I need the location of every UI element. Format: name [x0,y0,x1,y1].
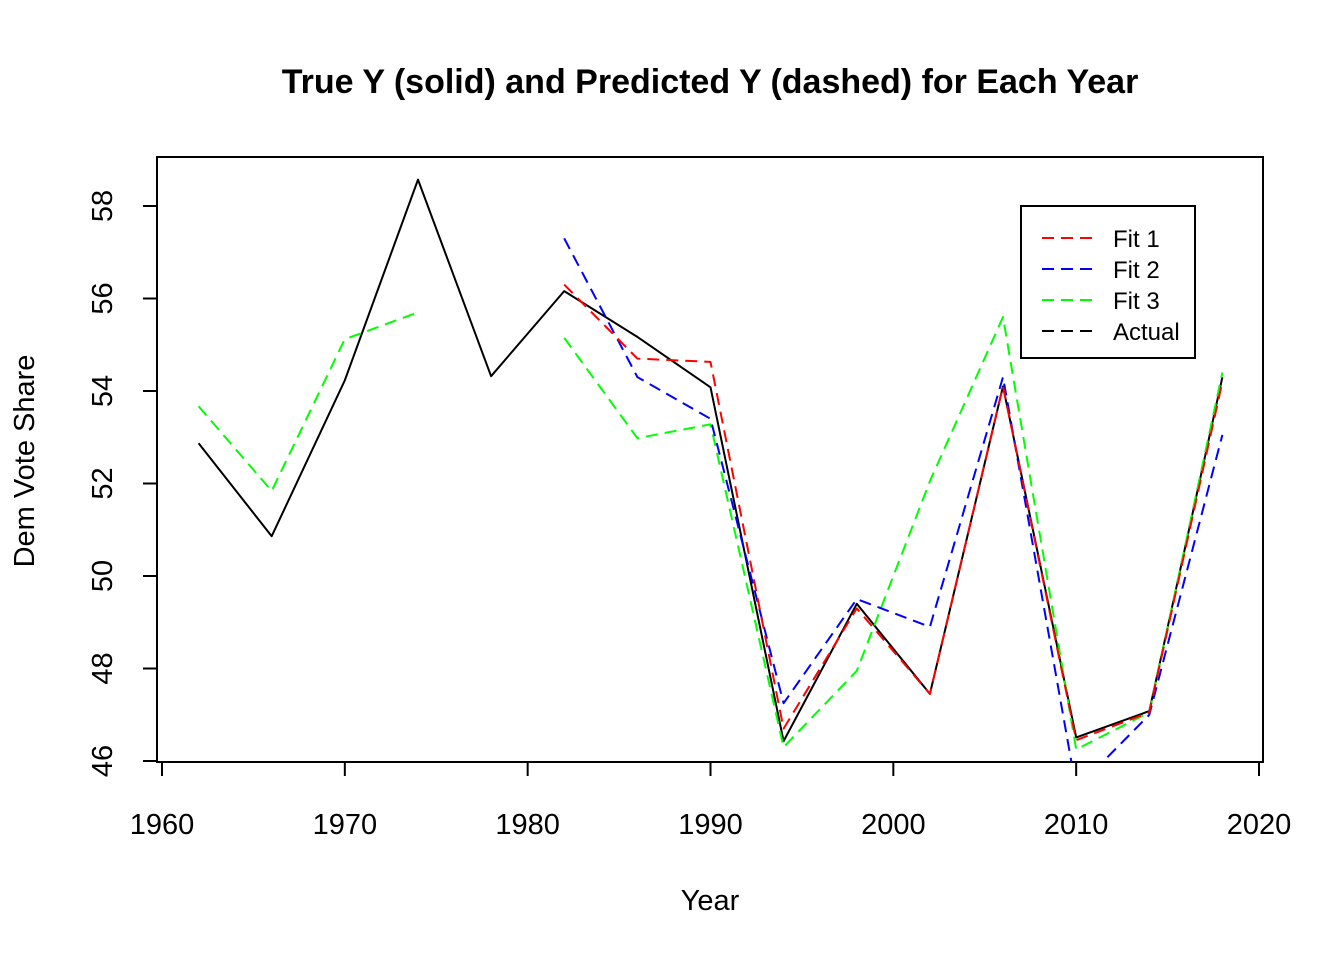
legend-label: Fit 1 [1113,226,1160,253]
x-axis: 1960 1970 1980 1990 2000 2010 2020 [130,761,1292,841]
y-tick-label: 58 [87,190,119,222]
y-tick-label: 48 [87,652,119,684]
y-tick-label: 50 [87,560,119,592]
x-tick-label: 2020 [1227,809,1292,841]
x-tick-label: 2010 [1044,809,1109,841]
x-tick-label: 1990 [678,809,743,841]
series-layer [197,178,1224,762]
y-axis: 46 48 50 52 54 56 58 [87,190,158,777]
y-tick-label: 56 [87,282,119,314]
legend-label: Fit 3 [1113,288,1160,315]
x-tick-label: 1970 [313,809,378,841]
legend: Fit 1 Fit 2 Fit 3 Actual [1020,205,1196,359]
y-axis-label: Dem Vote Share [9,355,41,568]
x-tick-label: 2000 [861,809,926,841]
series-line-fit-1 [563,283,1224,742]
x-tick-label: 1980 [495,809,560,841]
legend-box [1020,205,1196,359]
x-tick-label: 1960 [130,809,195,841]
y-tick-label: 52 [87,467,119,499]
legend-label: Fit 2 [1113,257,1160,284]
y-tick-label: 46 [87,745,119,777]
y-tick-label: 54 [87,375,119,407]
chart-title: True Y (solid) and Predicted Y (dashed) … [282,63,1139,101]
series-line-fit-2 [563,237,1224,762]
legend-label: Actual [1113,319,1180,346]
series-line-fit-3 [197,311,419,492]
x-axis-label: Year [681,885,740,917]
series-line-fit-3 [563,316,1224,751]
